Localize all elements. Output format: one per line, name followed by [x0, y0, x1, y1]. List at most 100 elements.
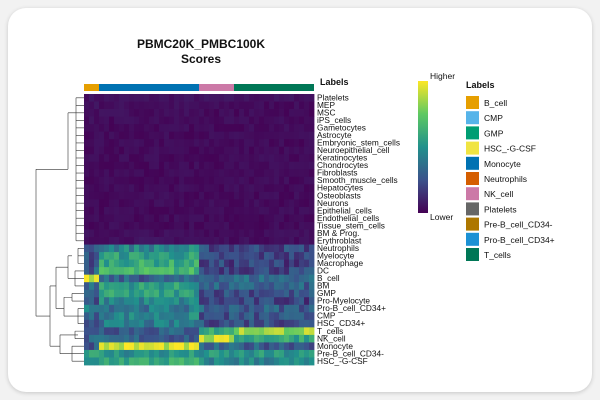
heatmap-cell — [244, 327, 250, 336]
row-label: Endothelial_cells — [317, 213, 379, 223]
heatmap-cell — [139, 267, 145, 276]
heatmap-cell — [289, 357, 295, 366]
heatmap-cell — [274, 116, 280, 125]
heatmap-cell — [259, 124, 265, 133]
heatmap-cell — [219, 131, 225, 140]
heatmap-cell — [144, 304, 150, 313]
heatmap-cell — [244, 229, 250, 238]
heatmap-cell — [149, 297, 155, 306]
heatmap-cell — [154, 154, 160, 163]
heatmap-cell — [114, 244, 120, 253]
heatmap-cell — [294, 237, 300, 245]
heatmap-cell — [154, 282, 160, 291]
heatmap-cell — [239, 116, 245, 125]
heatmap-cell — [144, 206, 150, 215]
heatmap-cell — [244, 94, 250, 102]
heatmap-cell — [94, 154, 100, 163]
heatmap-cell — [129, 109, 135, 117]
heatmap-cell — [104, 304, 110, 313]
heatmap-cell — [254, 191, 260, 200]
heatmap-cell — [134, 124, 140, 133]
heatmap-cell — [239, 229, 245, 238]
heatmap-cell — [249, 237, 255, 245]
heatmap-cell — [154, 146, 160, 155]
heatmap-cell — [119, 154, 125, 163]
heatmap-cell — [84, 146, 90, 155]
heatmap-cell — [119, 327, 125, 336]
heatmap-cell — [204, 274, 210, 283]
heatmap-cell — [159, 94, 165, 102]
heatmap-cell — [224, 191, 230, 200]
row-label: T_cells — [317, 326, 343, 336]
heatmap-cell — [189, 139, 195, 148]
heatmap-cell — [179, 176, 185, 185]
heatmap-cell — [249, 221, 255, 230]
heatmap-cell — [114, 357, 120, 366]
heatmap-cell — [219, 199, 225, 208]
heatmap-cell — [169, 327, 175, 336]
heatmap-cell — [179, 357, 185, 366]
heatmap-cell — [94, 237, 100, 245]
heatmap-cell — [164, 237, 170, 245]
heatmap-cell — [149, 176, 155, 185]
heatmap-cell — [144, 267, 150, 276]
heatmap-cell — [184, 267, 190, 276]
heatmap-cell — [89, 334, 95, 343]
heatmap-cell — [239, 252, 245, 261]
heatmap-cell — [284, 94, 290, 102]
heatmap-cell — [84, 101, 90, 110]
heatmap-cell — [284, 327, 290, 336]
heatmap-cell — [209, 342, 215, 351]
heatmap-cell — [144, 176, 150, 185]
heatmap-cell — [109, 244, 115, 253]
heatmap-cell — [179, 304, 185, 313]
heatmap-cell — [94, 327, 100, 336]
heatmap-cell — [249, 319, 255, 328]
heatmap-cell — [224, 146, 230, 155]
heatmap-cell — [284, 349, 290, 358]
heatmap-cell — [214, 357, 220, 366]
heatmap-cell — [119, 116, 125, 125]
heatmap-cell — [169, 319, 175, 328]
heatmap-cell — [289, 146, 295, 155]
legend-label: CMP — [484, 113, 503, 123]
heatmap-cell — [204, 237, 210, 245]
heatmap-cell — [299, 289, 305, 298]
heatmap-cell — [274, 357, 280, 366]
heatmap-cell — [164, 214, 170, 223]
heatmap-cell — [159, 221, 165, 230]
heatmap-cell — [109, 259, 115, 268]
heatmap-cell — [184, 342, 190, 351]
heatmap-cell — [234, 94, 240, 102]
heatmap-cell — [204, 349, 210, 358]
heatmap-cell — [164, 169, 170, 178]
heatmap-cell — [199, 139, 205, 148]
heatmap-cell — [99, 297, 105, 306]
heatmap-cell — [149, 94, 155, 102]
heatmap-cell — [204, 131, 210, 140]
heatmap-cell — [299, 327, 305, 336]
heatmap-cell — [194, 161, 200, 170]
heatmap-cell — [194, 334, 200, 343]
heatmap-cell — [154, 289, 160, 298]
heatmap-cell — [264, 237, 270, 245]
heatmap-cell — [119, 289, 125, 298]
heatmap-cell — [284, 289, 290, 298]
heatmap-cell — [174, 124, 180, 133]
heatmap-cell — [114, 206, 120, 215]
legend-label: GMP — [484, 128, 504, 138]
heatmap-cell — [214, 244, 220, 253]
heatmap-cell — [89, 214, 95, 223]
heatmap-cell — [279, 161, 285, 170]
heatmap-cell — [139, 146, 145, 155]
heatmap-cell — [204, 184, 210, 193]
heatmap-cell — [284, 101, 290, 110]
heatmap-cell — [199, 146, 205, 155]
heatmap-cell — [239, 282, 245, 291]
heatmap-cell — [244, 334, 250, 343]
heatmap-cell — [194, 252, 200, 261]
heatmap-cell — [234, 274, 240, 283]
heatmap-cell — [274, 342, 280, 351]
row-label: Osteoblasts — [317, 190, 361, 200]
heatmap-cell — [169, 94, 175, 102]
